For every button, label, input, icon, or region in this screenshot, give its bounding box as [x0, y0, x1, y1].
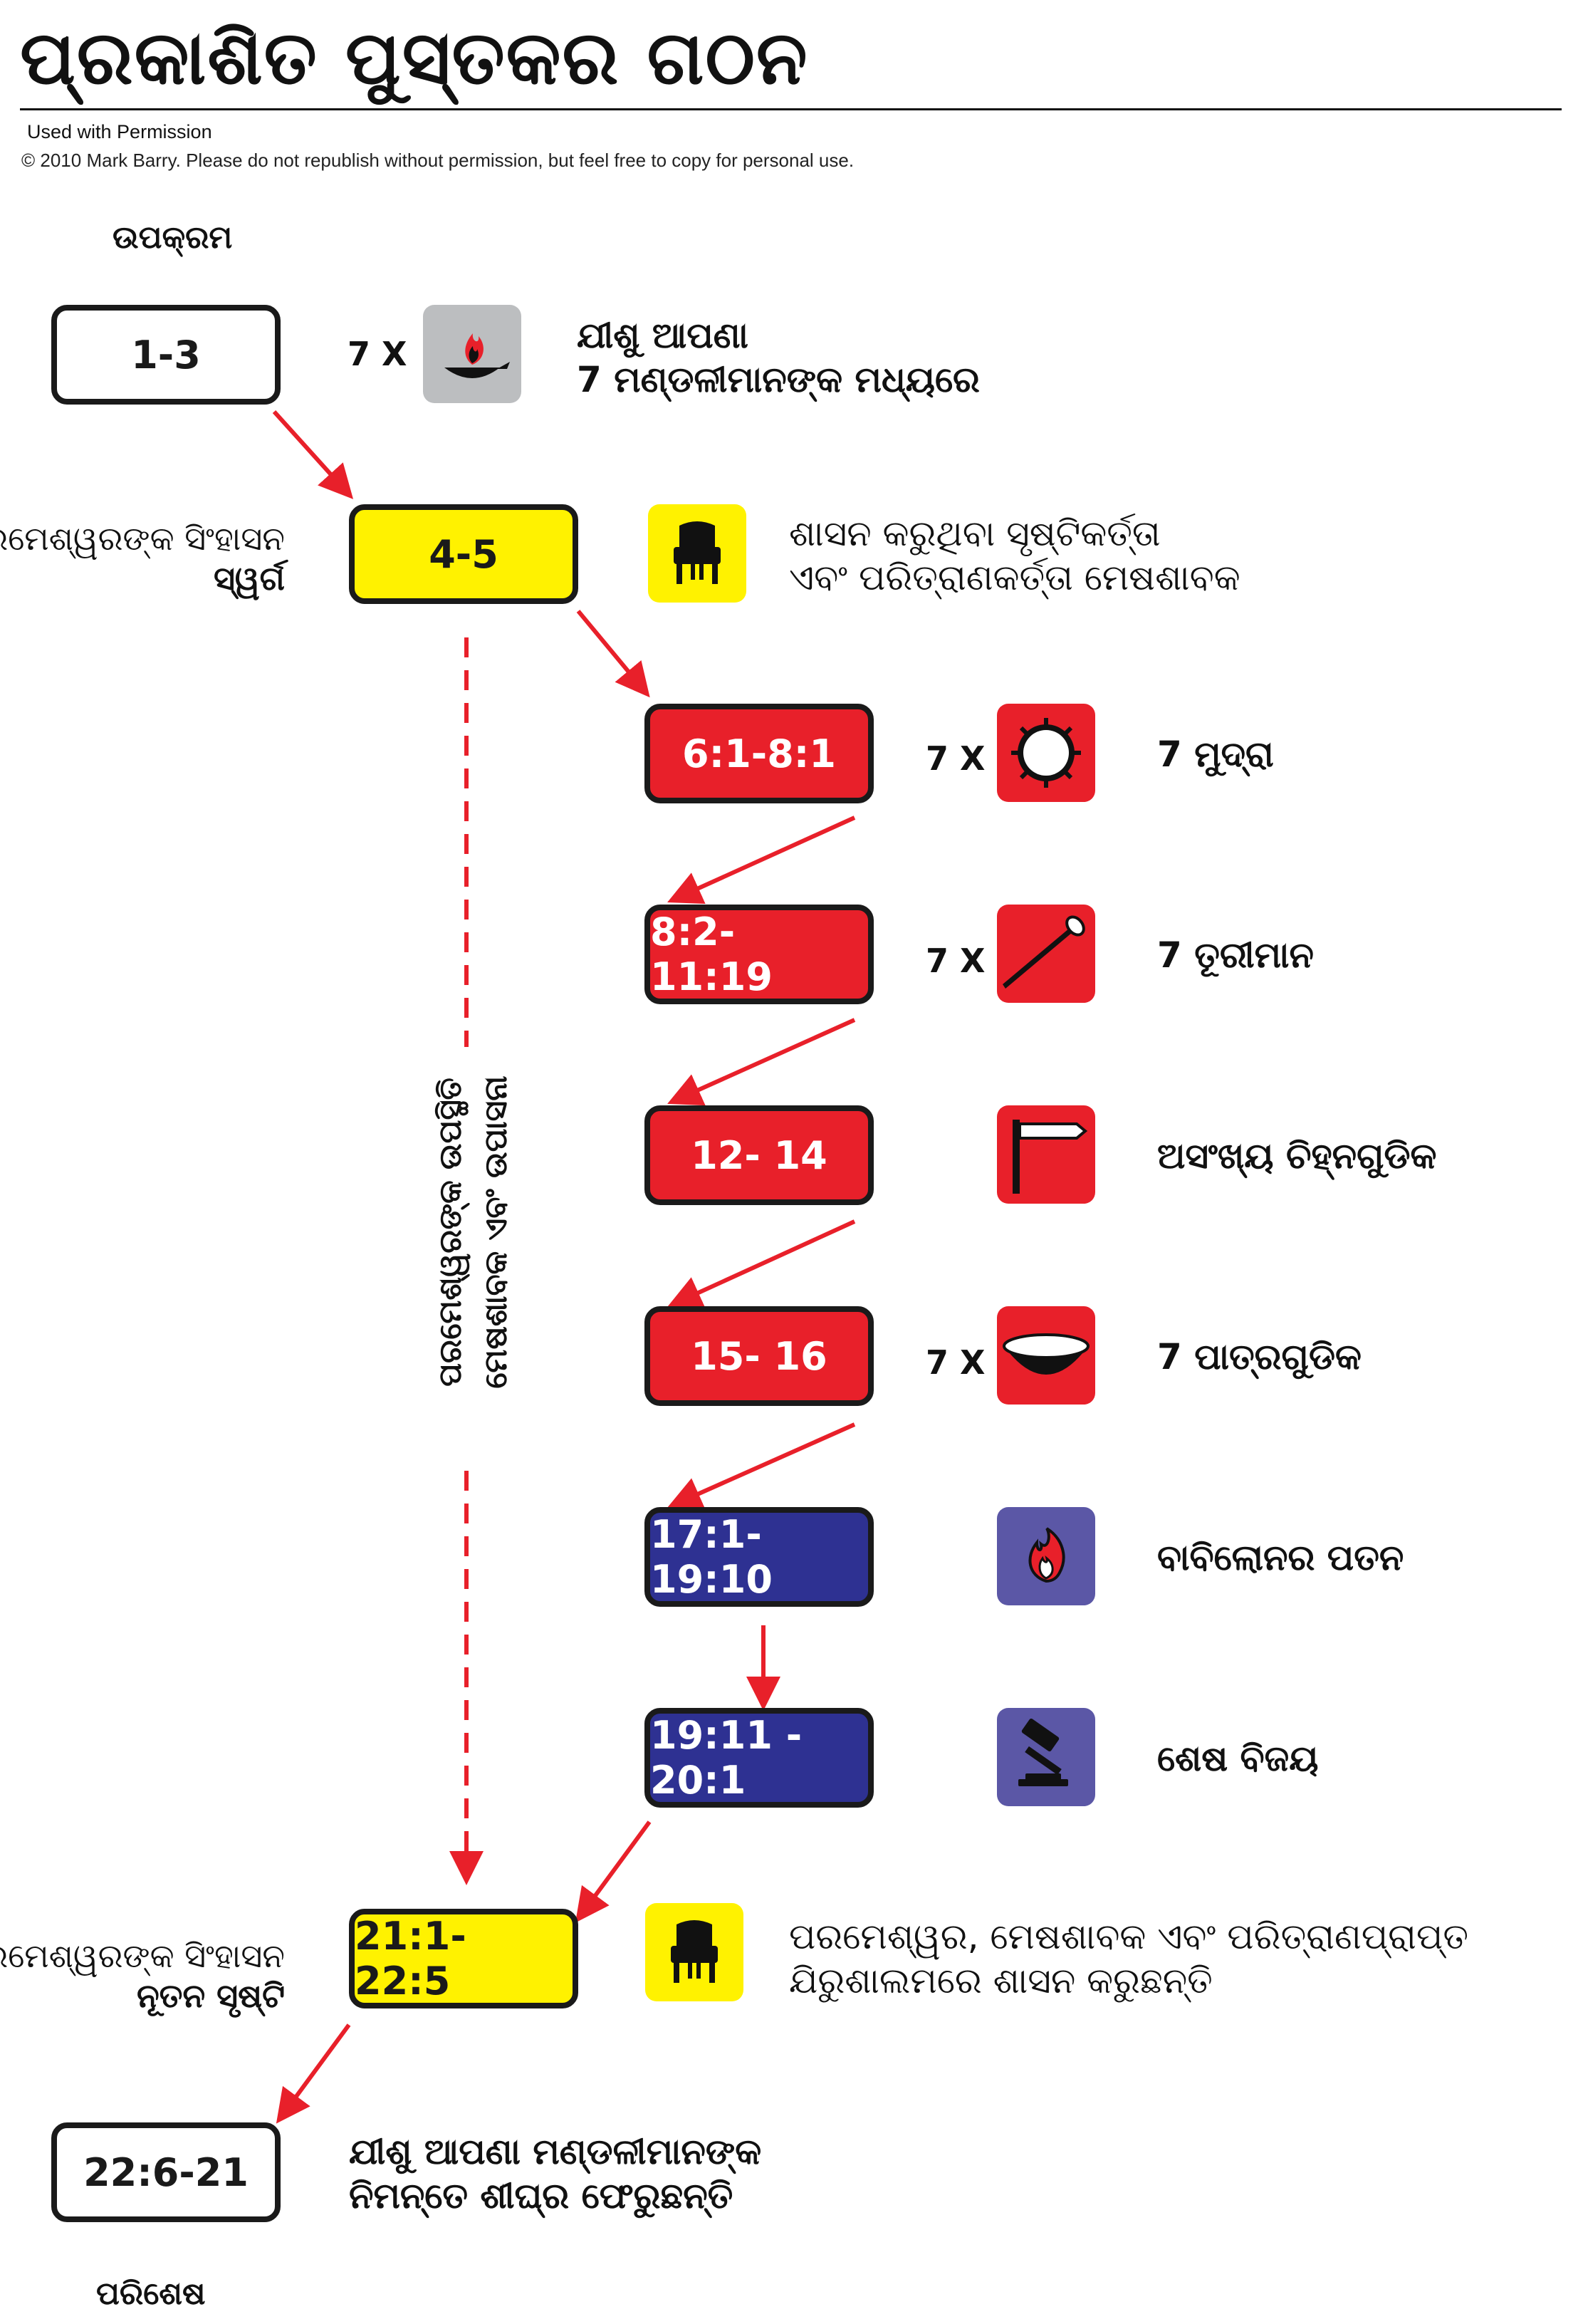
desc-new-jerusalem: ପରମେଶ୍ୱର, ମେଷଶାବକ ଏବଂ ପରିତ୍ରାଣପ୍ରାପ୍ତ ଯି…: [789, 1914, 1468, 2003]
desc-new-jerusalem-line2: ଯିରୁଶାଲମରେ ଶାସନ କରୁଛନ୍ତି: [789, 1960, 1213, 2001]
desc-signs: ଅସଂଖ୍ୟ ଚିହ୍ନଗୁଡିକ: [1157, 1135, 1437, 1177]
desc-throne-heaven-line1: ଶାସନ କରୁଥିବା ସୃଷ୍ଟିକର୍ତ୍ତା: [789, 513, 1161, 554]
chapter-box-22-6-21: 22:6-21: [51, 2122, 281, 2222]
desc-babylon-fall: ବାବିଲୋନର ପତନ: [1157, 1537, 1404, 1578]
desc-bowls: 7 ପାତ୍ରଗୁଡିକ: [1157, 1336, 1362, 1377]
multiplier-lampstands: 7 X: [348, 335, 407, 373]
arrow-9-to-10: [276, 2023, 351, 2124]
desc-final-victory: ଶେଷ ବିଜୟ: [1157, 1738, 1319, 1779]
burning-city-icon: [997, 1507, 1095, 1605]
multiplier-trumpets: 7 X: [926, 942, 986, 980]
signpost-icon: [997, 1105, 1095, 1204]
permission-note: Used with Permission: [27, 121, 212, 142]
chapter-box-8-2-11-19: 8:2- 11:19: [644, 905, 874, 1004]
throne-heaven-line2: ସ୍ୱର୍ଗ: [213, 559, 285, 598]
chapter-box-12-14: 12- 14: [644, 1105, 874, 1205]
chapter-box-19-11-20-1: 19:11 - 20:1: [644, 1708, 874, 1808]
presence-line1: ପରମେଶ୍ୱରଙ୍କ ଉପସ୍ଥିତି: [432, 1078, 469, 1387]
throne-new-line2: ନୂତନ ସୃଷ୍ଟି: [136, 1976, 285, 2015]
desc-new-jerusalem-line1: ପରମେଶ୍ୱର, ମେଷଶାବକ ଏବଂ ପରିତ୍ରାଣପ୍ରାପ୍ତ: [789, 1916, 1468, 1957]
trumpet-icon: [997, 905, 1095, 1003]
chapter-box-15-16: 15- 16: [644, 1306, 874, 1406]
gavel-icon: [997, 1708, 1095, 1806]
arrow-3-to-4: [667, 816, 856, 905]
throne-heaven-label: ପରମେଶ୍ୱରଙ୍କ ସିଂହାସନ ସ୍ୱର୍ଗ: [0, 519, 285, 598]
arrow-8-to-9: [575, 1820, 652, 1923]
prologue-label: ଉପକ୍ରମ: [113, 219, 233, 256]
desc-lampstands-line1: ଯୀଶୁ ଆପଣା: [577, 315, 748, 356]
desc-lampstands: ଯୀଶୁ ଆପଣା 7 ମଣ୍ଡଳୀମାନଙ୍କ ମଧ୍ୟରେ: [577, 313, 980, 402]
throne-heaven-line1: ପରମେଶ୍ୱରଙ୍କ ସିଂହାସନ: [0, 519, 285, 558]
copyright-note: © 2010 Mark Barry. Please do not republi…: [21, 150, 855, 171]
throne-new-line1: ପରମେଶ୍ୱରଙ୍କ ସିଂହାସନ: [0, 1937, 285, 1975]
page-title: ପ୍ରକାଶିତ ପୁସ୍ତକର ଗଠନ: [20, 14, 809, 101]
desc-jesus-returning: ଯୀଶୁ ଆପଣା ମଣ୍ଡଳୀମାନଙ୍କ ନିମନ୍ତେ ଶୀଘ୍ର ଫେର…: [349, 2130, 761, 2218]
bowl-icon: [997, 1306, 1095, 1405]
desc-jesus-returning-line2: ନିମନ୍ତେ ଶୀଘ୍ର ଫେରୁଛନ୍ତି: [349, 2175, 733, 2216]
presence-line2: ମେଷଶାବକ ଏବଂ ଉପାସନା: [478, 1075, 514, 1389]
desc-trumpets: 7 ତୂରୀମାନ: [1157, 934, 1314, 976]
chapter-box-6-1-8-1: 6:1-8:1: [644, 704, 874, 803]
multiplier-seals: 7 X: [926, 739, 986, 778]
throne-icon: [648, 504, 746, 603]
desc-lampstands-line2: 7 ମଣ୍ଡଳୀମାନଙ୍କ ମଧ୍ୟରେ: [577, 359, 980, 400]
desc-throne-heaven: ଶାସନ କରୁଥିବା ସୃଷ୍ଟିକର୍ତ୍ତା ଏବଂ ପରିତ୍ରାଣକ…: [789, 511, 1240, 600]
desc-seals: 7 ମୁଦ୍ରା: [1157, 734, 1274, 775]
lampstand-icon: [423, 305, 521, 403]
throne-icon: [645, 1903, 743, 2001]
arrow-6-to-7: [667, 1422, 856, 1510]
title-divider: [20, 108, 1562, 110]
chapter-box-4-5: 4-5: [349, 504, 578, 604]
epilogue-label: ପରିଶେଷ: [96, 2276, 206, 2312]
chapter-box-17-1-19-10: 17:1- 19:10: [644, 1507, 874, 1607]
multiplier-bowls: 7 X: [926, 1343, 986, 1382]
arrow-5-to-6: [667, 1219, 856, 1308]
chapter-box-1-3: 1-3: [51, 305, 281, 405]
chapter-box-21-1-22-5: 21:1- 22:5: [349, 1909, 578, 2008]
arrow-1-to-2: [272, 410, 354, 499]
throne-new-creation-label: ପରମେଶ୍ୱରଙ୍କ ସିଂହାସନ ନୂତନ ସୃଷ୍ଟି: [0, 1936, 285, 2016]
presence-vertical-label: ପରମେଶ୍ୱରଙ୍କ ଉପସ୍ଥିତି ମେଷଶାବକ ଏବଂ ଉପାସନା: [413, 1061, 534, 1403]
arrow-2-to-3: [576, 610, 650, 698]
seal-icon: [997, 704, 1095, 802]
desc-jesus-returning-line1: ଯୀଶୁ ଆପଣା ମଣ୍ଡଳୀମାନଙ୍କ: [349, 2131, 762, 2172]
arrow-4-to-5: [667, 1018, 856, 1106]
desc-throne-heaven-line2: ଏବଂ ପରିତ୍ରାଣକର୍ତ୍ତା ମେଷଶାବକ: [789, 557, 1240, 598]
